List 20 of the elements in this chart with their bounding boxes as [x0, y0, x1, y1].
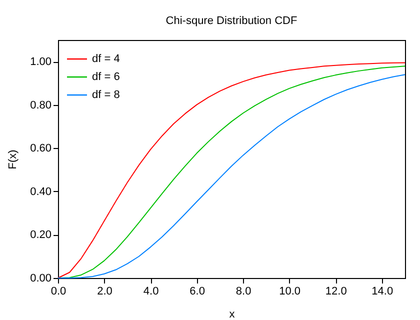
x-tick-label: 14.0 — [372, 286, 394, 298]
legend-label: df = 8 — [92, 89, 120, 101]
x-tick-label: 12.0 — [325, 286, 347, 298]
chart-title: Chi-squre Distribution CDF — [166, 15, 298, 27]
legend-label: df = 4 — [92, 53, 120, 65]
y-axis-title: F(x) — [7, 150, 20, 170]
x-tick-label: 0.0 — [50, 286, 66, 298]
x-tick-label: 6.0 — [190, 286, 205, 298]
legend-label: df = 6 — [92, 71, 120, 83]
y-tick-label: 1.00 — [30, 56, 52, 68]
x-tick-label: 10.0 — [279, 286, 301, 298]
y-tick-label: 0.60 — [30, 142, 52, 155]
x-tick-label: 4.0 — [143, 286, 159, 298]
y-tick-label: 0.20 — [30, 229, 52, 242]
y-tick-label: 0.40 — [30, 186, 52, 198]
y-tick-label: 0.00 — [30, 272, 52, 284]
y-tick-label: 0.80 — [30, 99, 52, 112]
x-tick-label: 2.0 — [97, 286, 112, 298]
x-tick-label: 8.0 — [236, 286, 252, 298]
x-axis-title: x — [229, 308, 236, 320]
